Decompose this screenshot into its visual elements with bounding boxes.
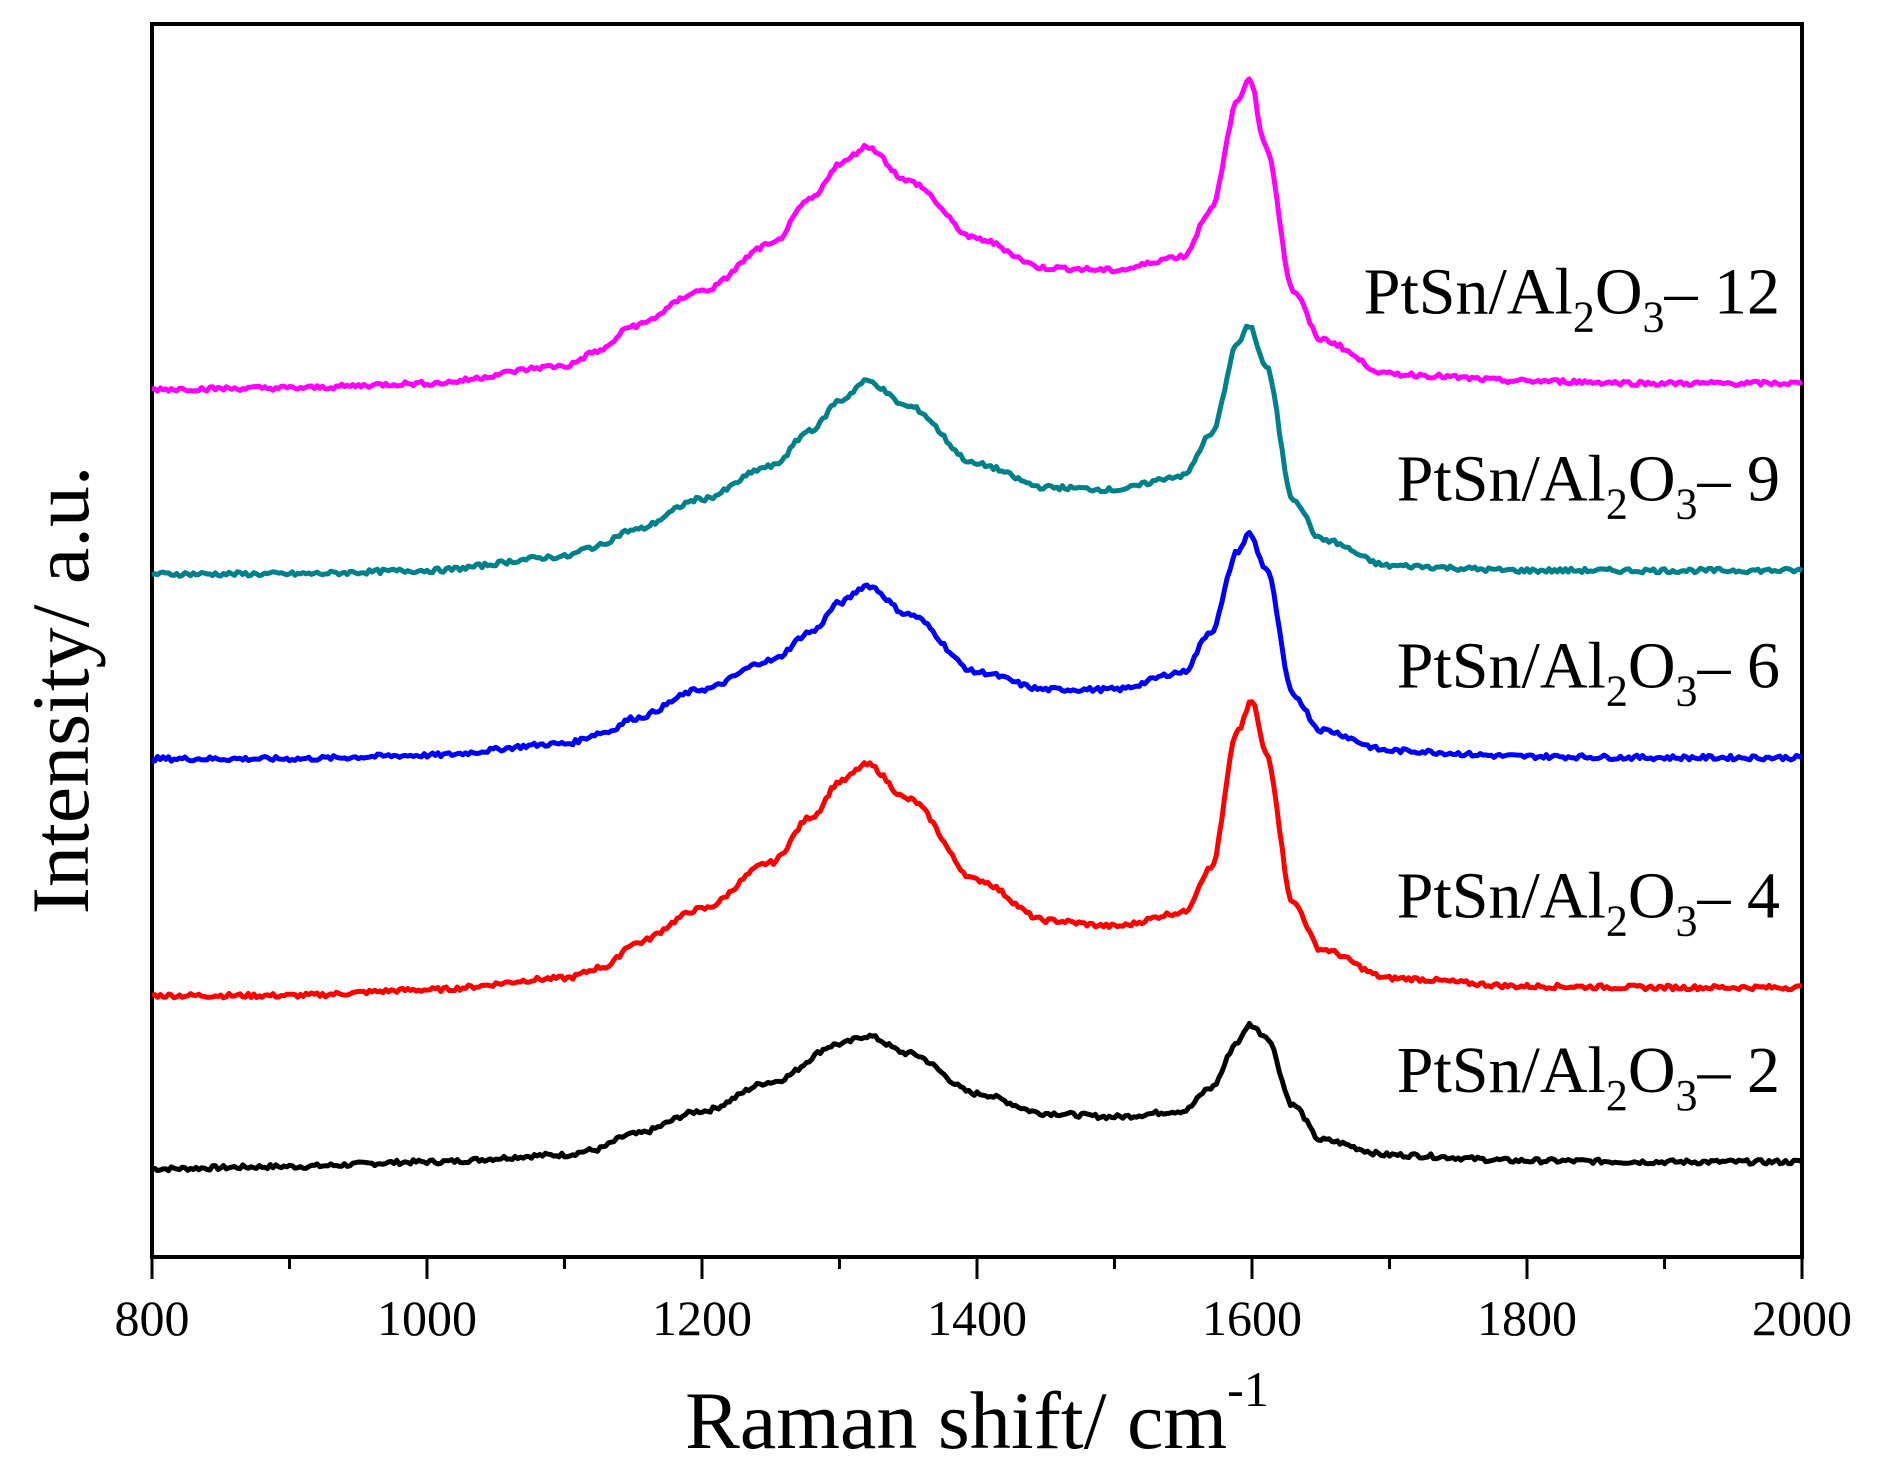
series-label-2: PtSn/Al2O3– 4 (1397, 859, 1780, 945)
series-label-part: 3 (1676, 896, 1698, 945)
series-label-5: PtSn/Al2O3– 12 (1364, 255, 1780, 341)
x-tick-label: 800 (115, 1290, 190, 1346)
series-label-part: 2 (1606, 667, 1628, 716)
series-label-part: 3 (1676, 667, 1698, 716)
x-tick-label: 1800 (1477, 1290, 1577, 1346)
series-label-part: – 4 (1697, 859, 1781, 932)
series-label-part: – 2 (1697, 1034, 1781, 1107)
series-label-part: PtSn/Al (1397, 443, 1606, 516)
series-label-part: – 9 (1697, 443, 1781, 516)
series-label-4: PtSn/Al2O3– 9 (1397, 443, 1780, 529)
series-label-part: PtSn/Al (1397, 630, 1606, 703)
series-label-part: – 12 (1664, 255, 1781, 328)
series-label-part: PtSn/Al (1397, 859, 1606, 932)
x-tick-label: 1200 (652, 1290, 752, 1346)
series-label-part: O (1628, 1034, 1676, 1107)
x-tick-label: 1600 (1202, 1290, 1302, 1346)
series-label-part: 2 (1606, 480, 1628, 529)
series-label-part: 2 (1573, 292, 1595, 341)
x-axis-title-superscript: -1 (1227, 1361, 1269, 1417)
series-label-part: O (1628, 630, 1676, 703)
series-label-3: PtSn/Al2O3– 6 (1397, 630, 1780, 716)
series-label-part: O (1595, 255, 1643, 328)
y-axis-title: Intensity/ a.u. (15, 466, 106, 915)
series-label-part: 3 (1643, 292, 1665, 341)
series-line-2 (151, 699, 1803, 1001)
x-axis-title: Raman shift/ cm-1 (685, 1361, 1269, 1466)
series-label-part: 3 (1676, 1071, 1698, 1120)
series-label-part: – 6 (1697, 630, 1781, 703)
x-axis-title-text: Raman shift/ cm (685, 1375, 1227, 1466)
series-label-1: PtSn/Al2O3– 2 (1397, 1034, 1780, 1120)
x-tick-label: 1400 (927, 1290, 1027, 1346)
series-line-5 (151, 76, 1804, 394)
x-tick-layer: 800 1000 1200 1400 1600 1800 2000 (115, 1257, 1852, 1346)
x-tick-label: 2000 (1752, 1290, 1852, 1346)
series-label-part: O (1628, 443, 1676, 516)
series-line-1 (151, 1020, 1804, 1174)
series-line-3 (151, 530, 1803, 764)
series-label-part: PtSn/Al (1397, 1034, 1606, 1107)
series-label-part: 2 (1606, 1071, 1628, 1120)
series-layer (151, 76, 1804, 1174)
series-label-part: 3 (1676, 480, 1698, 529)
series-line-4 (151, 323, 1804, 579)
x-tick-label: 1000 (377, 1290, 477, 1346)
series-label-part: 2 (1606, 896, 1628, 945)
series-label-part: PtSn/Al (1364, 255, 1573, 328)
series-label-part: O (1628, 859, 1676, 932)
